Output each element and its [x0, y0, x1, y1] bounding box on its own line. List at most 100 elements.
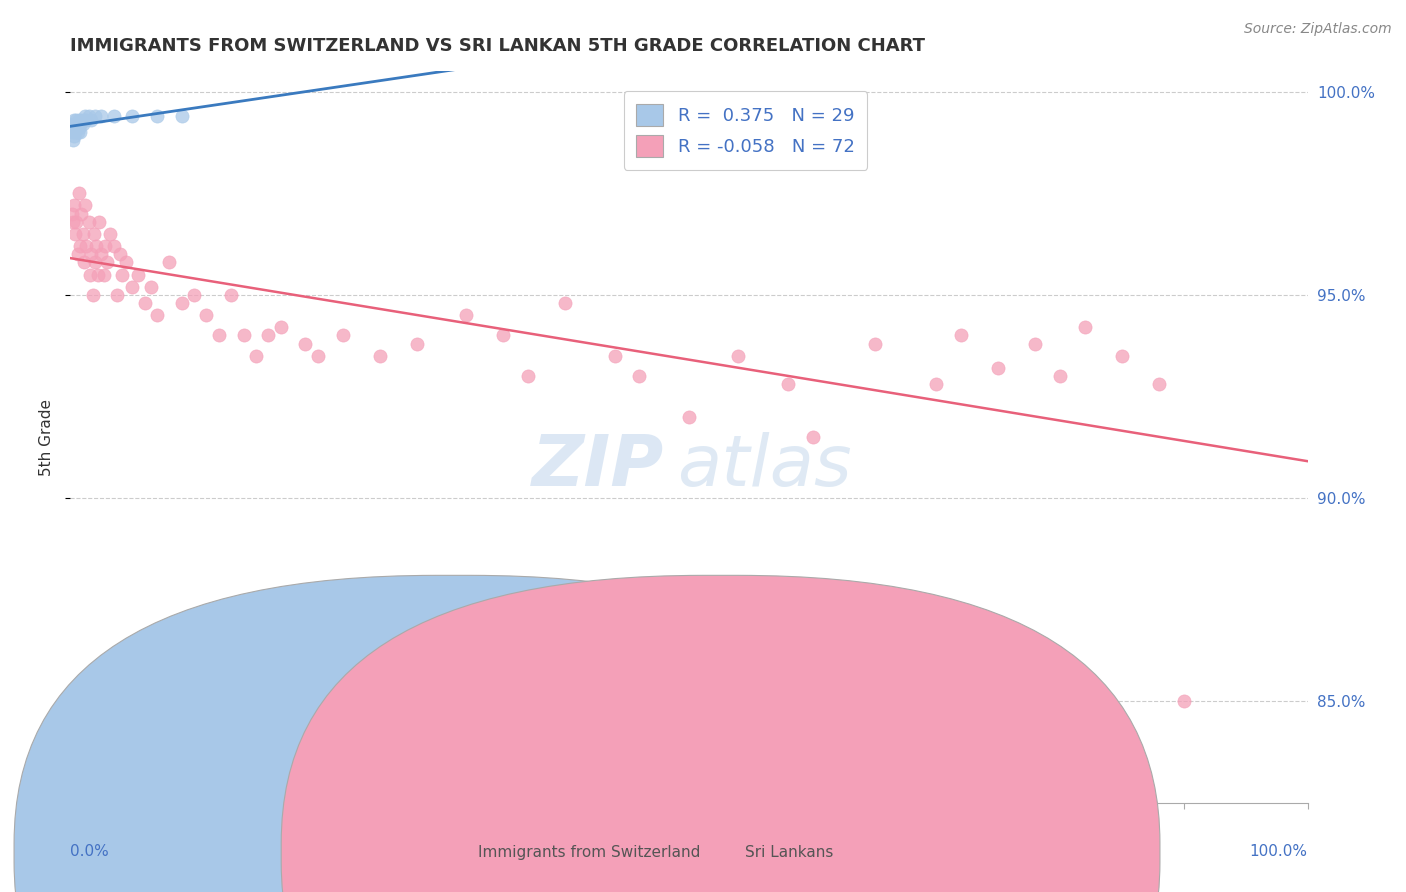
Point	[554, 296, 576, 310]
Point	[98, 227, 121, 241]
Point	[208, 328, 231, 343]
Point	[84, 109, 107, 123]
Point	[62, 215, 84, 229]
Point	[84, 239, 107, 253]
Point	[87, 215, 110, 229]
Point	[83, 227, 105, 241]
Point	[80, 247, 103, 261]
Point	[270, 320, 292, 334]
Point	[115, 255, 138, 269]
Point	[111, 268, 134, 282]
Point	[456, 308, 478, 322]
Point	[121, 279, 143, 293]
Point	[925, 377, 948, 392]
Point	[62, 117, 84, 131]
Point	[219, 288, 242, 302]
Text: Immigrants from Switzerland: Immigrants from Switzerland	[478, 846, 700, 860]
Point	[103, 239, 125, 253]
Point	[73, 113, 96, 128]
Text: 0.0%: 0.0%	[70, 845, 110, 859]
Point	[72, 117, 94, 131]
Point	[69, 125, 91, 139]
Point	[405, 336, 427, 351]
Text: IMMIGRANTS FROM SWITZERLAND VS SRI LANKAN 5TH GRADE CORRELATION CHART: IMMIGRANTS FROM SWITZERLAND VS SRI LANKA…	[70, 37, 925, 54]
Point	[307, 349, 329, 363]
Point	[60, 125, 83, 139]
Point	[368, 349, 391, 363]
Point	[67, 186, 90, 201]
Point	[1111, 349, 1133, 363]
Point	[1049, 369, 1071, 384]
Point	[727, 349, 749, 363]
Point	[63, 129, 86, 144]
Point	[1147, 377, 1170, 392]
Point	[1024, 336, 1046, 351]
Point	[75, 198, 97, 212]
Point	[94, 239, 117, 253]
Point	[82, 288, 104, 302]
Point	[60, 206, 83, 220]
Point	[90, 247, 112, 261]
Point	[603, 349, 626, 363]
Point	[801, 430, 824, 444]
Point	[183, 288, 205, 302]
Text: Sri Lankans: Sri Lankans	[745, 846, 834, 860]
Point	[517, 369, 540, 384]
Point	[65, 113, 87, 128]
Legend: R =  0.375   N = 29, R = -0.058   N = 72: R = 0.375 N = 29, R = -0.058 N = 72	[624, 91, 868, 169]
Point	[75, 109, 97, 123]
Point	[863, 336, 886, 351]
Point	[332, 328, 354, 343]
Point	[73, 255, 96, 269]
Point	[678, 409, 700, 424]
Text: atlas: atlas	[676, 432, 851, 500]
Point	[62, 133, 84, 147]
Point	[195, 308, 218, 322]
Point	[80, 113, 103, 128]
Point	[66, 247, 89, 261]
Text: ZIP: ZIP	[531, 432, 664, 500]
Text: Source: ZipAtlas.com: Source: ZipAtlas.com	[1244, 22, 1392, 37]
Text: 100.0%: 100.0%	[1250, 845, 1308, 859]
Point	[232, 328, 254, 343]
Point	[93, 268, 115, 282]
Point	[69, 117, 91, 131]
Point	[96, 255, 118, 269]
Point	[103, 109, 125, 123]
Point	[86, 268, 108, 282]
Point	[70, 206, 93, 220]
Point	[67, 121, 90, 136]
Point	[65, 215, 87, 229]
Point	[66, 125, 89, 139]
Point	[65, 227, 87, 241]
Point	[105, 288, 128, 302]
Point	[776, 377, 799, 392]
Point	[84, 255, 107, 269]
Point	[134, 296, 156, 310]
Point	[77, 109, 100, 123]
Point	[63, 113, 86, 128]
Point	[66, 117, 89, 131]
Y-axis label: 5th Grade: 5th Grade	[38, 399, 53, 475]
Point	[245, 349, 267, 363]
Point	[63, 198, 86, 212]
Point	[69, 239, 91, 253]
Point	[67, 113, 90, 128]
Point	[75, 239, 97, 253]
Point	[492, 328, 515, 343]
Point	[127, 268, 149, 282]
Point	[139, 279, 162, 293]
Point	[170, 296, 193, 310]
Point	[146, 308, 169, 322]
Point	[1173, 694, 1195, 708]
Point	[146, 109, 169, 123]
Point	[72, 227, 94, 241]
Point	[987, 361, 1010, 376]
Point	[75, 113, 97, 128]
Point	[65, 121, 87, 136]
Point	[65, 125, 87, 139]
Point	[77, 215, 100, 229]
Point	[79, 268, 101, 282]
Point	[257, 328, 280, 343]
Point	[950, 328, 973, 343]
